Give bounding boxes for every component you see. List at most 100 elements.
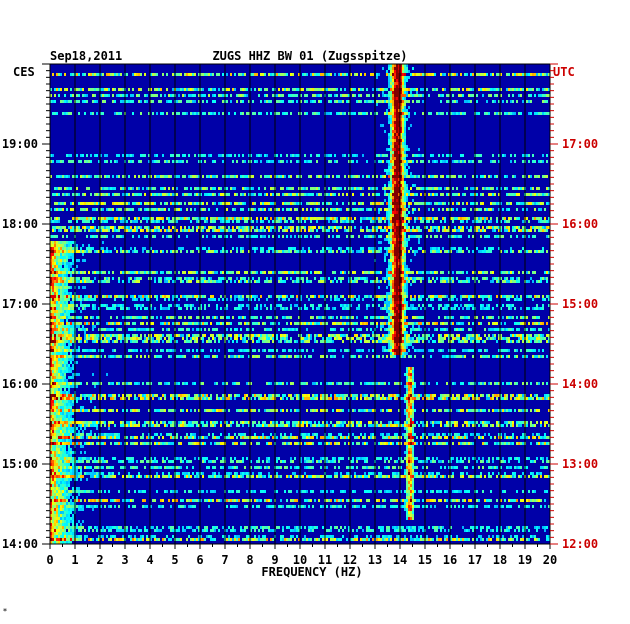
spectrogram-cell — [310, 250, 312, 253]
spectrogram-cell — [436, 112, 438, 115]
spectrogram-cell — [354, 208, 356, 211]
spectrogram-cell — [132, 250, 134, 253]
spectrogram-cell — [412, 250, 414, 253]
spectrogram-cell — [286, 229, 288, 232]
spectrogram-cell — [278, 235, 280, 238]
spectrogram-cell — [168, 208, 170, 211]
spectrogram-cell — [238, 220, 240, 223]
spectrogram-cell — [348, 250, 350, 253]
spectrogram-cell — [88, 298, 90, 301]
spectrogram-cell — [152, 220, 154, 223]
spectrogram-cell — [396, 211, 398, 214]
spectrogram-cell — [306, 202, 308, 205]
spectrogram-cell — [244, 280, 246, 283]
spectrogram-cell — [458, 88, 460, 91]
spectrogram-cell — [400, 172, 402, 175]
spectrogram-cell — [476, 154, 478, 157]
spectrogram-cell — [164, 202, 166, 205]
spectrogram-cell — [482, 202, 484, 205]
spectrogram-cell — [52, 160, 54, 163]
spectrogram-cell — [402, 196, 404, 199]
spectrogram-cell — [372, 280, 374, 283]
spectrogram-cell — [390, 130, 392, 133]
spectrogram-cell — [398, 115, 400, 118]
spectrogram-cell — [306, 217, 308, 220]
spectrogram-cell — [172, 193, 174, 196]
spectrogram-cell — [118, 277, 120, 280]
spectrogram-cell — [386, 247, 388, 250]
spectrogram-cell — [396, 145, 398, 148]
spectrogram-cell — [278, 295, 280, 298]
spectrogram-cell — [348, 160, 350, 163]
spectrogram-cell — [480, 217, 482, 220]
spectrogram-cell — [54, 193, 56, 196]
spectrogram-cell — [490, 160, 492, 163]
spectrogram-cell — [338, 247, 340, 250]
spectrogram-cell — [478, 88, 480, 91]
spectrogram-cell — [172, 280, 174, 283]
spectrogram-cell — [462, 271, 464, 274]
spectrogram-cell — [132, 94, 134, 97]
spectrogram-cell — [330, 88, 332, 91]
spectrogram-cell — [182, 229, 184, 232]
spectrogram-cell — [78, 295, 80, 298]
spectrogram-cell — [312, 100, 314, 103]
spectrogram-cell — [212, 298, 214, 301]
spectrogram-cell — [392, 214, 394, 217]
spectrogram-cell — [308, 229, 310, 232]
spectrogram-cell — [400, 67, 402, 70]
spectrogram-cell — [508, 229, 510, 232]
spectrogram-cell — [68, 265, 70, 268]
spectrogram-cell — [402, 151, 404, 154]
spectrogram-cell — [310, 187, 312, 190]
spectrogram-cell — [344, 229, 346, 232]
spectrogram-cell — [438, 229, 440, 232]
spectrogram-cell — [242, 250, 244, 253]
spectrogram-cell — [66, 313, 68, 316]
spectrogram-cell — [396, 127, 398, 130]
spectrogram-cell — [98, 280, 100, 283]
spectrogram-cell — [64, 250, 66, 253]
spectrogram-cell — [310, 217, 312, 220]
spectrogram-cell — [296, 277, 298, 280]
spectrogram-cell — [400, 229, 402, 232]
spectrogram-cell — [388, 85, 390, 88]
spectrogram-cell — [150, 229, 152, 232]
spectrogram-cell — [234, 217, 236, 220]
spectrogram-cell — [348, 208, 350, 211]
spectrogram-cell — [446, 307, 448, 310]
spectrogram-cell — [390, 139, 392, 142]
spectrogram-cell — [284, 175, 286, 178]
spectrogram-cell — [256, 220, 258, 223]
spectrogram-cell — [100, 229, 102, 232]
spectrogram-cell — [510, 295, 512, 298]
spectrogram-cell — [290, 160, 292, 163]
spectrogram-cell — [542, 100, 544, 103]
spectrogram-cell — [354, 175, 356, 178]
spectrogram-cell — [312, 307, 314, 310]
spectrogram-cell — [262, 73, 264, 76]
spectrogram-cell — [202, 175, 204, 178]
spectrogram-cell — [454, 112, 456, 115]
spectrogram-cell — [328, 154, 330, 157]
spectrogram-cell — [530, 229, 532, 232]
spectrogram-cell — [366, 295, 368, 298]
spectrogram-cell — [438, 94, 440, 97]
spectrogram-cell — [250, 88, 252, 91]
spectrogram-cell — [428, 208, 430, 211]
spectrogram-cell — [438, 187, 440, 190]
spectrogram-cell — [394, 97, 396, 100]
spectrogram-cell — [304, 307, 306, 310]
spectrogram-cell — [228, 154, 230, 157]
spectrogram-cell — [278, 112, 280, 115]
spectrogram-cell — [96, 271, 98, 274]
spectrogram-cell — [66, 295, 68, 298]
spectrogram-cell — [494, 229, 496, 232]
spectrogram-cell — [68, 154, 70, 157]
spectrogram-cell — [252, 175, 254, 178]
spectrogram-cell — [470, 229, 472, 232]
spectrogram-cell — [220, 226, 222, 229]
spectrogram-cell — [428, 295, 430, 298]
spectrogram-cell — [430, 280, 432, 283]
spectrogram-cell — [516, 88, 518, 91]
